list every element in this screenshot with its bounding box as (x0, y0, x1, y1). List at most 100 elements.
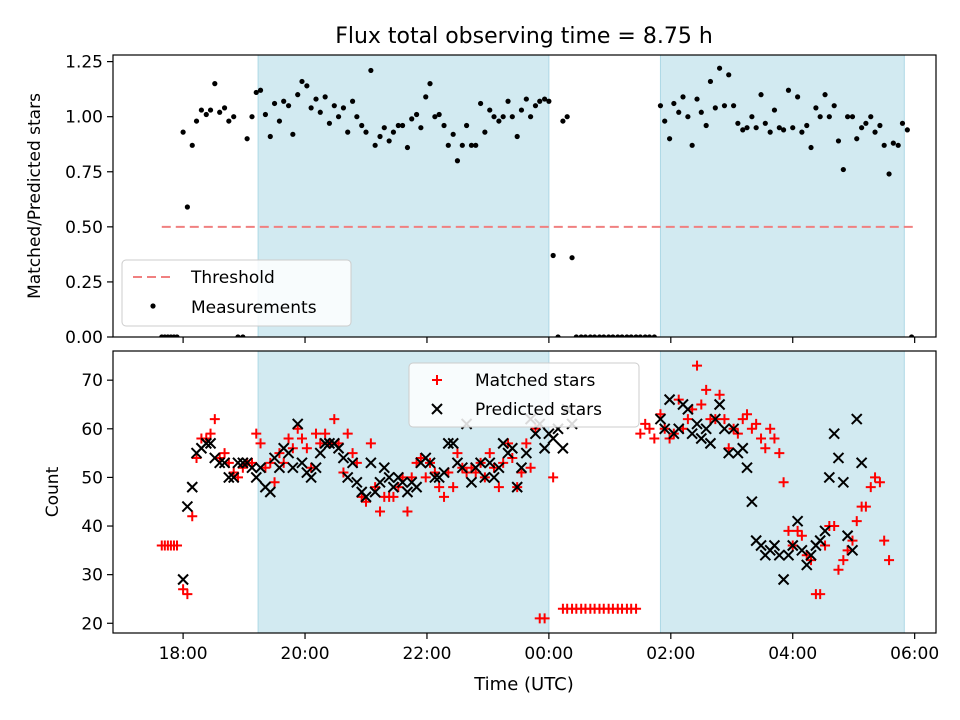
predicted-star-point (218, 457, 231, 469)
measurement-point (560, 118, 566, 124)
measurement-point (840, 166, 846, 173)
predicted-star-point (746, 496, 758, 508)
measurement-point (740, 127, 746, 133)
data-points (159, 65, 915, 337)
measurement-point (689, 142, 695, 148)
predicted-star-point (268, 452, 281, 464)
legend-matched-swatch (432, 375, 442, 385)
matched-star-point (701, 384, 712, 395)
predicted-star-point (851, 413, 863, 425)
legend-measurement-swatch (150, 303, 156, 309)
matched-star-point (255, 438, 266, 449)
matched-star-point (301, 443, 312, 454)
predicted-star-point (796, 544, 808, 557)
measurement-point (758, 92, 764, 98)
axes-frame (112, 350, 937, 634)
measurement-point (735, 120, 741, 126)
predicted-star-point (691, 418, 703, 430)
matched-star-point (682, 414, 693, 425)
measurement-point (281, 98, 287, 104)
measurement-point (363, 129, 369, 135)
measurement-point (487, 107, 493, 113)
y-tick-label: 70 (81, 371, 103, 391)
matched-star-point (292, 423, 303, 434)
predicted-star-point (387, 481, 400, 493)
predicted-star-point (365, 457, 377, 469)
matched-star-point (842, 545, 853, 556)
predicted-star-point (768, 539, 781, 552)
predicted-star-point (227, 471, 240, 484)
measurement-point (235, 334, 241, 337)
predicted-star-point (310, 461, 322, 474)
shaded-interval-1 (659, 54, 905, 338)
measurement-point (377, 133, 383, 140)
measurement-point (646, 334, 653, 337)
measurement-point (771, 107, 778, 113)
measurement-point (532, 103, 539, 109)
predicted-star-point (663, 393, 676, 406)
measurement-point (868, 114, 874, 120)
measurement-point (767, 129, 773, 135)
matched-star-point (187, 511, 198, 522)
y-tick-label: 0.25 (65, 273, 103, 293)
predicted-star-point (846, 544, 859, 557)
predicted-star-point (273, 461, 286, 474)
y-axis-label: Matched/Predicted stars (25, 93, 45, 299)
predicted-star-point (360, 491, 372, 503)
measurement-point (249, 114, 255, 120)
measurement-point (331, 103, 337, 109)
predicted-star-point (314, 447, 326, 459)
matched-star-point (219, 448, 230, 459)
measurement-point (436, 111, 442, 118)
count-panel: 18:00 20:00 22:00 00:00 02:00 04:00 06:00 20 30 4… (43, 350, 939, 664)
measurement-point (542, 96, 548, 102)
predicted-star-point (447, 437, 459, 450)
x-tick-label: 02:00 (646, 644, 695, 664)
matched-star-point (251, 428, 262, 439)
measurement-point (762, 120, 768, 126)
predicted-star-point (855, 457, 868, 469)
matched-star-point (172, 540, 183, 551)
measurement-point (381, 125, 387, 131)
predicted-star-point (557, 442, 569, 454)
predicted-star-point (700, 423, 712, 435)
measurement-point (587, 334, 593, 337)
matched-star-point (548, 472, 559, 483)
matched-star-point (525, 462, 536, 473)
predicted-star-point (282, 447, 295, 459)
predicted-star-point (254, 461, 267, 474)
predicted-star-point (654, 413, 667, 425)
matched-star-point (448, 482, 459, 493)
measurement-point (854, 136, 860, 142)
measurement-point (299, 78, 305, 85)
measurement-point (184, 204, 190, 210)
matched-star-point (296, 433, 307, 444)
measurement-point (193, 118, 200, 124)
y-tick-label: 30 (81, 566, 103, 586)
predicted-star-point (782, 549, 795, 561)
legend-label: Matched stars (475, 371, 595, 391)
matched-star-point (209, 414, 220, 425)
y-tick-label: 40 (81, 517, 103, 537)
predicted-star-point (704, 437, 717, 450)
measurement-point (473, 142, 479, 148)
predicted-star-point (383, 471, 395, 484)
predicted-star-point (682, 403, 694, 416)
measurement-point (716, 65, 723, 71)
measurement-point (463, 122, 470, 129)
predicted-star-point (410, 481, 423, 493)
predicted-star-point (378, 461, 390, 474)
predicted-star-point (337, 452, 350, 464)
measurement-point (582, 334, 589, 337)
measurement-point (313, 96, 319, 102)
predicted-star-point (323, 437, 336, 450)
matched-star-point (860, 501, 871, 512)
predicted-star-point (506, 442, 519, 454)
predicted-star-point (213, 457, 226, 469)
x-axis-label: Time (UTC) (473, 674, 574, 695)
measurement-point (395, 122, 401, 129)
measurement-point (877, 122, 883, 129)
measurement-point (685, 114, 691, 120)
measurement-point (680, 94, 686, 100)
predicted-star-point (374, 476, 386, 488)
